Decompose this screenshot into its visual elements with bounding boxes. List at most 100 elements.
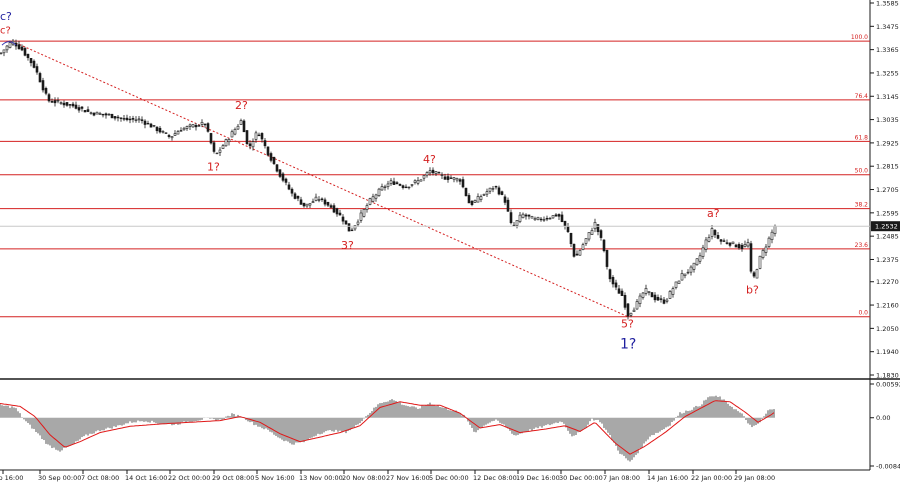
candle-body	[683, 273, 687, 277]
candle-body	[563, 220, 567, 227]
price-tick-label: 1.2050	[876, 325, 899, 333]
candle-body	[323, 199, 327, 205]
candle-body	[578, 250, 582, 256]
time-tick-label: 5 Nov 16:00	[255, 474, 295, 482]
time-axis: 27 Sep 16:00 30 Sep 00:007 Oct 08:00 14 Oc…	[0, 470, 775, 482]
candle-body	[404, 186, 408, 189]
candle-body	[455, 178, 459, 181]
candle-body	[269, 153, 273, 161]
trendline-layer	[11, 40, 629, 318]
candle-body	[410, 184, 414, 186]
candle-body	[329, 205, 333, 208]
candle-body	[119, 117, 123, 119]
candle-body	[20, 46, 24, 51]
candle-body	[71, 103, 75, 107]
candle-body	[185, 126, 189, 129]
candle-body	[620, 290, 624, 297]
candle-body	[398, 183, 402, 186]
candle-body	[662, 299, 666, 304]
candle-body	[179, 130, 183, 132]
candle-body	[749, 243, 753, 272]
candle-body	[470, 201, 474, 205]
candle-body	[44, 88, 48, 94]
candle-body	[752, 272, 756, 277]
price-tick-label: 1.3585	[876, 0, 899, 8]
candle-body	[386, 183, 390, 187]
candle-body	[419, 179, 423, 182]
candle-body	[287, 184, 291, 190]
candle-body	[188, 124, 192, 127]
candle-body	[146, 122, 150, 125]
candle-body	[773, 225, 777, 234]
candle-body	[656, 297, 660, 301]
candle-body	[338, 212, 342, 216]
main-plot-area	[0, 0, 900, 471]
candle-body	[68, 104, 72, 106]
candle-body	[311, 201, 315, 204]
candle-body	[626, 303, 630, 317]
candle-body	[467, 195, 471, 204]
candle-body	[335, 208, 339, 215]
candle-body	[38, 73, 42, 83]
candle-body	[143, 120, 147, 125]
candle-body	[155, 126, 159, 132]
candle-body	[602, 239, 606, 252]
candle-body	[191, 124, 195, 128]
candle-body	[137, 118, 141, 121]
price-tick-label: 1.1830	[876, 372, 899, 380]
candle-body	[464, 187, 468, 197]
candle-body	[536, 216, 540, 220]
time-tick-label: 19 Dec 16:00	[516, 474, 560, 482]
candle-body	[236, 125, 240, 130]
candle-body	[692, 262, 696, 270]
candle-body	[482, 193, 486, 196]
candle-body	[182, 127, 186, 131]
candle-body	[488, 187, 492, 192]
candle-body	[416, 180, 420, 184]
candle-body	[161, 131, 165, 133]
time-tick-label: 29 Jan 08:00	[734, 474, 775, 482]
candle-body	[731, 241, 735, 245]
candle-body	[530, 216, 534, 219]
candle-body	[566, 226, 570, 233]
candle-body	[131, 118, 135, 120]
candle-body	[644, 288, 648, 294]
fib-level-label: 23.6	[855, 242, 869, 249]
candle-body	[263, 140, 267, 147]
candle-body	[41, 80, 45, 91]
candle-body	[431, 169, 435, 174]
candle-body	[203, 123, 207, 126]
candle-body	[527, 214, 531, 217]
candle-body	[113, 116, 117, 119]
wave-label: 5?	[621, 317, 634, 330]
candle-body	[680, 273, 684, 281]
candle-body	[539, 218, 543, 221]
candle-body	[608, 269, 612, 280]
candle-body	[209, 133, 213, 144]
candles-layer	[0, 39, 777, 320]
candle-body	[317, 199, 321, 201]
candle-body	[428, 170, 432, 174]
candle-body	[413, 180, 417, 183]
candle-body	[356, 221, 360, 225]
candle-body	[389, 180, 393, 184]
time-tick-label: 20 Nov 08:00	[342, 474, 386, 482]
candle-body	[713, 230, 717, 236]
price-tick-label: 1.2485	[876, 233, 899, 241]
candle-body	[326, 201, 330, 206]
candle-body	[443, 176, 447, 180]
candle-body	[647, 291, 651, 293]
candle-body	[545, 217, 549, 220]
candle-body	[701, 247, 705, 257]
candle-body	[74, 104, 78, 109]
candle-body	[479, 196, 483, 200]
candle-body	[515, 220, 519, 226]
candle-body	[590, 230, 594, 235]
candle-body	[506, 199, 510, 212]
candle-body	[491, 188, 495, 190]
candle-body	[152, 125, 156, 127]
candle-body	[677, 280, 681, 284]
price-tick-label: 1.3255	[876, 69, 899, 77]
candle-body	[224, 139, 228, 147]
